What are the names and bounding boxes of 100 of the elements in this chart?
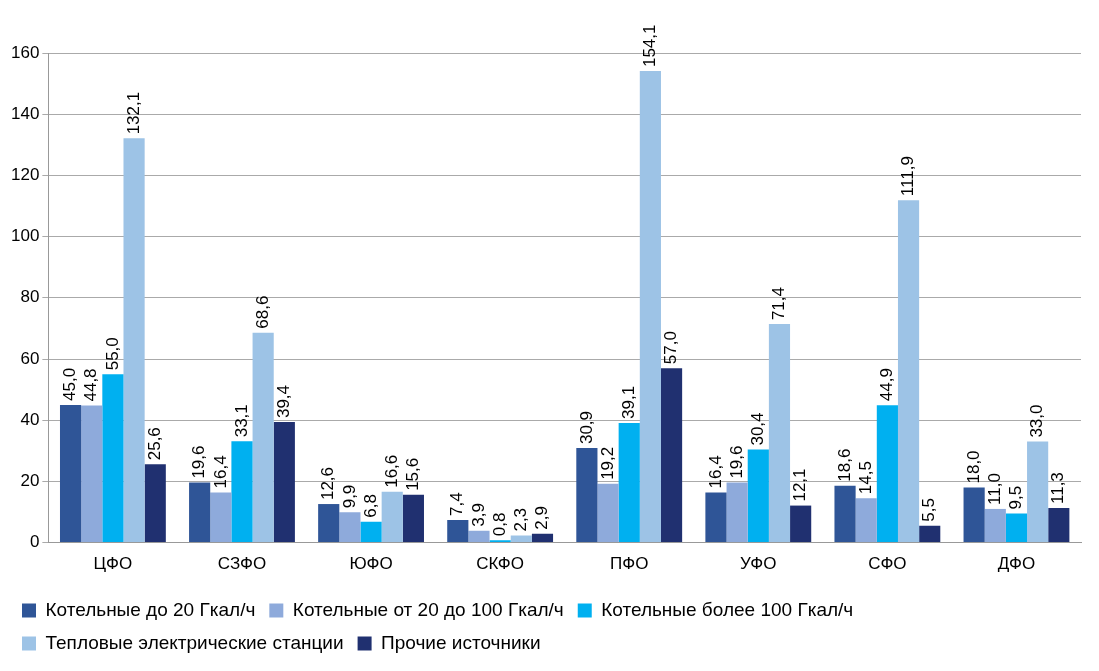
bar	[144, 464, 166, 543]
bar	[897, 200, 920, 543]
data-label: 111,9	[898, 156, 918, 197]
bar	[639, 71, 661, 543]
data-label: 45,0	[60, 367, 80, 401]
data-label: 16,4	[210, 455, 230, 489]
bar	[726, 482, 748, 543]
bar	[1027, 441, 1049, 543]
bar	[231, 441, 253, 543]
data-label: 25,6	[144, 427, 164, 461]
legend-label: Тепловые электрические станции	[45, 631, 344, 653]
data-label: 9,5	[1006, 485, 1026, 510]
bar	[123, 138, 145, 543]
legend-label: Котельные до 20 Гкал/ч	[45, 598, 256, 620]
data-label: 68,6	[252, 295, 272, 329]
data-label: 16,4	[705, 455, 725, 489]
y-tick-label: 160	[10, 42, 40, 62]
data-label: 33,0	[1027, 404, 1047, 438]
bar	[747, 449, 769, 543]
data-label: 18,6	[834, 448, 854, 482]
data-label: 11,0	[984, 473, 1004, 505]
x-tick-label: СКФО	[476, 554, 525, 574]
bar	[660, 368, 683, 543]
y-tick-label: 80	[20, 287, 40, 307]
data-label: 154,1	[640, 24, 660, 68]
x-tick-label: УФО	[740, 554, 777, 574]
data-label: 2,9	[532, 506, 552, 530]
y-tick-label: 100	[10, 226, 40, 246]
bar	[273, 422, 295, 543]
data-label: 39,1	[618, 385, 638, 419]
data-label: 19,6	[726, 445, 746, 479]
bar	[447, 519, 469, 543]
x-tick-label: СФО	[868, 554, 907, 574]
data-label: 30,9	[576, 410, 596, 445]
bar	[834, 485, 856, 543]
legend-label: Котельные от 20 до 100 Гкал/ч	[292, 598, 564, 620]
data-label: 11,3	[1048, 472, 1068, 505]
data-label: 14,5	[855, 461, 875, 495]
data-label: 12,1	[790, 468, 810, 502]
data-label: 7,4	[447, 492, 467, 516]
data-label: 9,9	[339, 484, 359, 509]
data-label: 19,2	[597, 446, 617, 480]
bar	[876, 405, 898, 543]
legend-label: Прочие источники	[381, 631, 541, 653]
data-label: 15,6	[403, 457, 423, 491]
bar	[510, 535, 532, 543]
data-label: 12,6	[318, 466, 338, 501]
y-tick-label: 20	[20, 471, 40, 491]
x-tick-label: ДФО	[997, 554, 1036, 574]
data-label: 6,8	[360, 494, 380, 518]
bar	[919, 525, 941, 543]
bar	[790, 505, 812, 543]
bar	[252, 332, 274, 543]
data-label: 132,1	[123, 91, 143, 135]
bar	[189, 482, 211, 543]
data-label: 55,0	[102, 337, 122, 371]
y-tick-label: 120	[10, 165, 40, 185]
bar	[59, 404, 82, 543]
data-label: 3,9	[468, 503, 488, 527]
bar	[531, 533, 554, 543]
x-tick-label: ЦФО	[93, 554, 133, 574]
y-tick-label: 140	[10, 103, 40, 123]
data-label: 57,0	[661, 331, 681, 365]
bar	[1048, 508, 1070, 543]
bar	[855, 498, 877, 543]
bar	[768, 324, 791, 543]
data-label: 16,6	[381, 454, 401, 488]
x-tick-label: ПФО	[610, 554, 649, 574]
bar	[618, 422, 640, 543]
y-tick-label: 40	[20, 409, 40, 429]
data-label: 5,5	[919, 498, 939, 522]
bar	[210, 492, 232, 543]
data-label: 0,8	[489, 512, 509, 537]
bar	[468, 530, 490, 543]
bar	[984, 508, 1006, 543]
bar	[963, 487, 985, 543]
data-label: 30,4	[747, 412, 767, 446]
bar	[597, 483, 619, 543]
y-tick-label: 0	[29, 532, 40, 552]
data-label: 39,4	[274, 384, 294, 419]
bar	[339, 512, 361, 543]
bar	[705, 492, 727, 543]
x-tick-label: ЮФО	[349, 554, 393, 574]
x-tick-label: СЗФО	[217, 554, 267, 574]
bar	[576, 448, 598, 543]
bar	[102, 374, 124, 543]
data-label: 19,6	[189, 445, 209, 479]
bar	[318, 504, 340, 543]
data-label: 18,0	[963, 450, 983, 484]
data-label: 44,9	[877, 368, 897, 402]
data-label: 33,1	[231, 404, 251, 438]
bar	[360, 521, 382, 543]
y-tick-label: 60	[20, 348, 40, 368]
data-label: 71,4	[769, 287, 789, 321]
bar	[81, 405, 103, 543]
bar	[381, 491, 403, 543]
data-label: 2,3	[511, 507, 530, 532]
legend-label: Котельные более 100 Гкал/ч	[601, 598, 854, 620]
data-label: 44,8	[81, 368, 101, 402]
bar	[402, 494, 424, 543]
